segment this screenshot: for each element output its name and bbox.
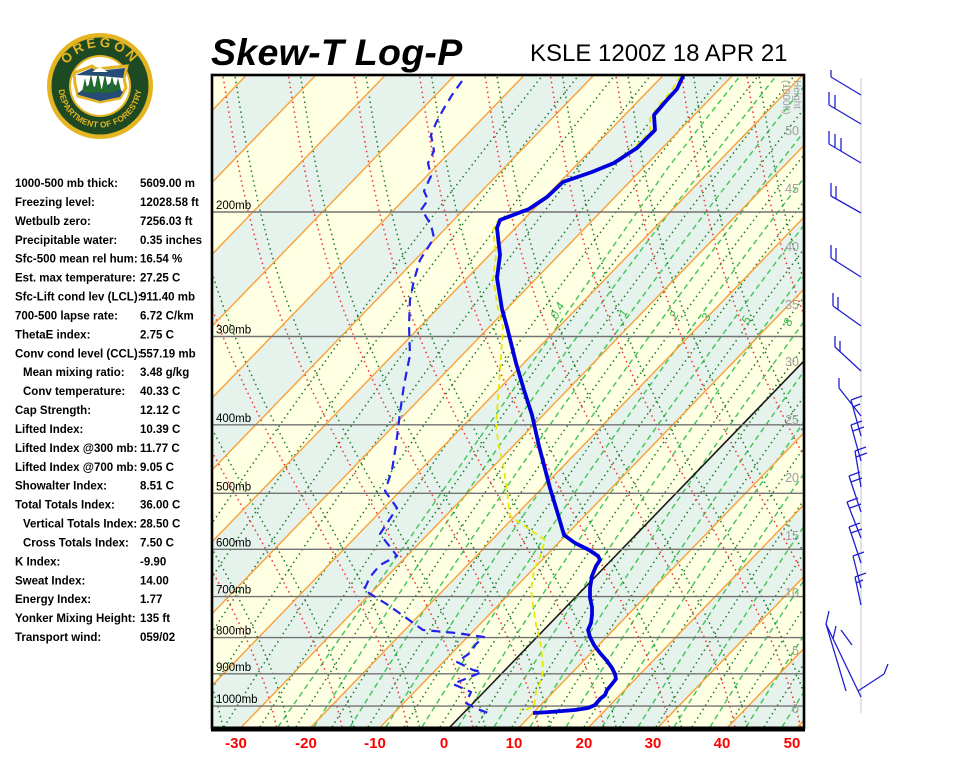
svg-text:Sweat Index:: Sweat Index: <box>15 575 85 587</box>
svg-text:15: 15 <box>785 529 799 543</box>
svg-text:5: 5 <box>792 644 799 658</box>
svg-text:059/02: 059/02 <box>140 632 175 644</box>
svg-text:Vertical Totals Index:: Vertical Totals Index: <box>23 519 137 531</box>
svg-text:0: 0 <box>792 702 799 716</box>
svg-text:20: 20 <box>785 471 799 485</box>
svg-text:16.54 %: 16.54 % <box>140 254 182 266</box>
svg-text:Est. max temperature:: Est. max temperature: <box>15 273 136 285</box>
svg-text:-9.90: -9.90 <box>140 556 166 568</box>
svg-text:5609.00 m: 5609.00 m <box>140 178 195 190</box>
svg-text:45: 45 <box>785 182 799 196</box>
svg-text:14.00: 14.00 <box>140 575 169 587</box>
svg-text:600mb: 600mb <box>216 537 251 549</box>
svg-text:Freezing level:: Freezing level: <box>15 197 95 209</box>
svg-text:Cap Strength:: Cap Strength: <box>15 405 91 417</box>
svg-text:Lifted Index @700 mb:: Lifted Index @700 mb: <box>15 462 137 474</box>
svg-text:10: 10 <box>506 735 523 752</box>
svg-text:Height: Height <box>791 80 802 109</box>
svg-text:Lifted Index:: Lifted Index: <box>15 424 83 436</box>
svg-text:1.77: 1.77 <box>140 594 162 606</box>
svg-text:Conv cond level (CCL):: Conv cond level (CCL): <box>15 348 142 360</box>
svg-text:(1000ft): (1000ft) <box>780 80 791 114</box>
svg-text:700mb: 700mb <box>216 585 251 597</box>
svg-text:0.35 inches: 0.35 inches <box>140 235 202 247</box>
svg-text:1000-500 mb thick:: 1000-500 mb thick: <box>15 178 118 190</box>
svg-text:10: 10 <box>785 586 799 600</box>
svg-text:10.39 C: 10.39 C <box>140 424 180 436</box>
svg-text:Mean mixing ratio:: Mean mixing ratio: <box>23 367 125 379</box>
svg-text:11.77 C: 11.77 C <box>140 443 180 455</box>
svg-text:Total Totals Index:: Total Totals Index: <box>15 500 115 512</box>
svg-text:0: 0 <box>440 735 448 752</box>
svg-text:200mb: 200mb <box>216 200 251 212</box>
svg-text:Sfc-500 mean rel hum:: Sfc-500 mean rel hum: <box>15 254 138 266</box>
svg-text:300mb: 300mb <box>216 325 251 337</box>
svg-text:3.48 g/kg: 3.48 g/kg <box>140 367 189 379</box>
svg-text:25: 25 <box>785 413 799 427</box>
svg-text:27.25 C: 27.25 C <box>140 273 180 285</box>
svg-text:Cross Totals Index:: Cross Totals Index: <box>23 538 129 550</box>
svg-text:-30: -30 <box>225 735 247 752</box>
svg-text:900mb: 900mb <box>216 662 251 674</box>
svg-text:Lifted Index @300 mb:: Lifted Index @300 mb: <box>15 443 137 455</box>
svg-text:50: 50 <box>785 124 799 138</box>
svg-text:557.19 mb: 557.19 mb <box>140 348 196 360</box>
svg-text:700-500 lapse rate:: 700-500 lapse rate: <box>15 310 118 322</box>
svg-text:36.00 C: 36.00 C <box>140 500 180 512</box>
svg-text:12028.58 ft: 12028.58 ft <box>140 197 199 209</box>
svg-text:Precipitable water:: Precipitable water: <box>15 235 117 247</box>
svg-text:Transport wind:: Transport wind: <box>15 632 101 644</box>
svg-text:Sfc-Lift cond lev (LCL):: Sfc-Lift cond lev (LCL): <box>15 292 142 304</box>
svg-text:135 ft: 135 ft <box>140 613 170 625</box>
svg-text:400mb: 400mb <box>216 413 251 425</box>
svg-text:40: 40 <box>714 735 731 752</box>
svg-text:20: 20 <box>576 735 593 752</box>
svg-text:Yonker Mixing Height:: Yonker Mixing Height: <box>15 613 136 625</box>
svg-text:500mb: 500mb <box>216 481 251 493</box>
svg-text:ThetaE index:: ThetaE index: <box>15 329 90 341</box>
svg-text:30: 30 <box>785 355 799 369</box>
svg-text:Showalter Index:: Showalter Index: <box>15 481 107 493</box>
svg-text:1000mb: 1000mb <box>216 694 258 706</box>
svg-text:35: 35 <box>785 298 799 312</box>
svg-text:50: 50 <box>784 735 801 752</box>
svg-text:12.12 C: 12.12 C <box>140 405 180 417</box>
svg-text:-10: -10 <box>364 735 386 752</box>
svg-text:28.50 C: 28.50 C <box>140 519 180 531</box>
svg-text:40.33 C: 40.33 C <box>140 386 180 398</box>
svg-text:8.51 C: 8.51 C <box>140 481 174 493</box>
svg-text:7.50 C: 7.50 C <box>140 538 174 550</box>
svg-text:800mb: 800mb <box>216 626 251 638</box>
svg-text:Wetbulb zero:: Wetbulb zero: <box>15 216 91 228</box>
svg-text:K Index:: K Index: <box>15 556 60 568</box>
svg-text:7256.03 ft: 7256.03 ft <box>140 216 193 228</box>
svg-text:30: 30 <box>645 735 662 752</box>
svg-text:911.40 mb: 911.40 mb <box>140 292 195 304</box>
svg-text:40: 40 <box>785 240 799 254</box>
svg-text:Conv temperature:: Conv temperature: <box>23 386 125 398</box>
svg-text:6.72 C/km: 6.72 C/km <box>140 310 194 322</box>
svg-text:2.75 C: 2.75 C <box>140 329 174 341</box>
svg-text:9.05 C: 9.05 C <box>140 462 174 474</box>
svg-text:Energy Index:: Energy Index: <box>15 594 91 606</box>
svg-text:-20: -20 <box>295 735 317 752</box>
